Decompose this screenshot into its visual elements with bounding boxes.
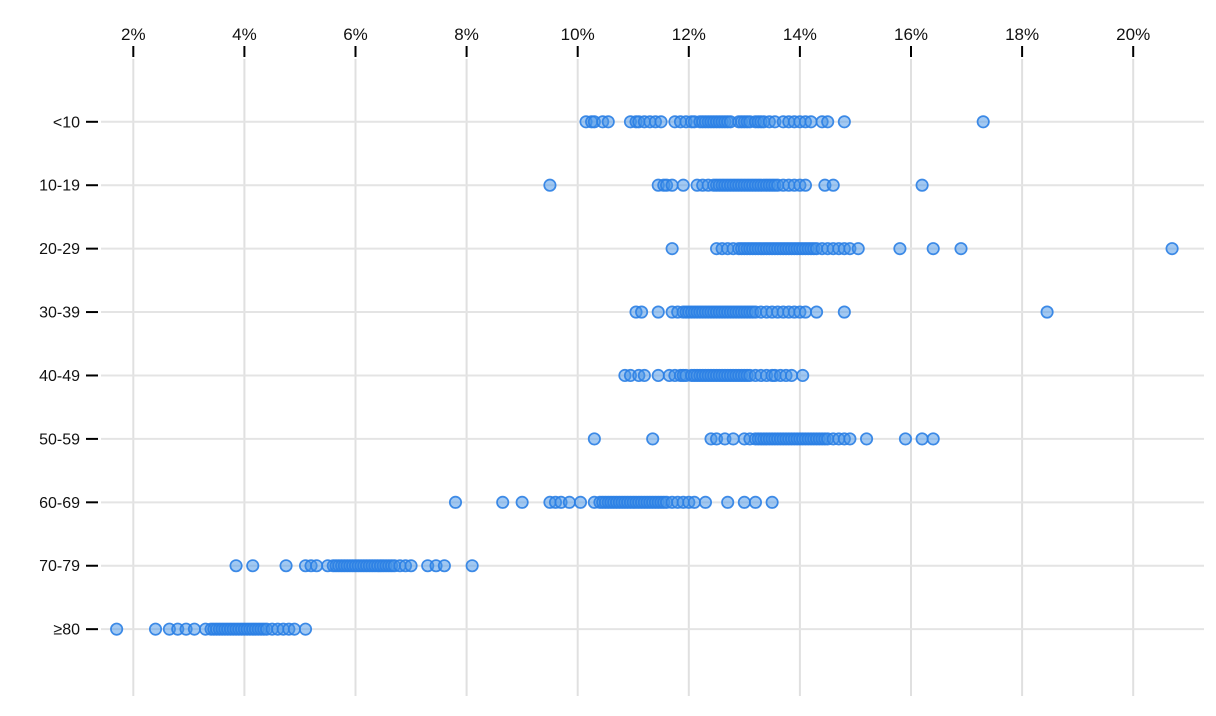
x-tick-label: 6% bbox=[343, 25, 368, 44]
data-point bbox=[1165, 242, 1179, 256]
data-point bbox=[515, 495, 529, 509]
y-category-label: 60-69 bbox=[39, 495, 80, 512]
data-point bbox=[665, 178, 679, 192]
data-point bbox=[635, 305, 649, 319]
y-category-label: 50-59 bbox=[39, 431, 80, 448]
x-tick-label: 16% bbox=[894, 25, 928, 44]
data-point bbox=[915, 178, 929, 192]
data-point bbox=[796, 368, 810, 383]
data-point bbox=[279, 559, 293, 573]
data-point bbox=[837, 115, 851, 129]
data-point bbox=[110, 622, 124, 636]
x-tick-label: 2% bbox=[121, 25, 146, 44]
data-point bbox=[810, 305, 824, 319]
data-point bbox=[310, 559, 324, 573]
y-category-label: 30-39 bbox=[39, 305, 80, 322]
data-point bbox=[646, 432, 660, 446]
y-category-label: 10-19 bbox=[39, 178, 80, 195]
data-point bbox=[737, 495, 751, 509]
data-point bbox=[298, 622, 313, 636]
y-category-label: 20-29 bbox=[39, 241, 80, 258]
x-tick-label: 8% bbox=[454, 25, 479, 44]
data-point bbox=[287, 622, 301, 636]
data-points bbox=[110, 115, 1179, 636]
data-point bbox=[798, 178, 813, 192]
x-tick-label: 20% bbox=[1116, 25, 1150, 44]
data-point bbox=[187, 622, 201, 636]
x-tick-label: 10% bbox=[561, 25, 595, 44]
data-point bbox=[898, 432, 912, 446]
y-category-label: <10 bbox=[53, 114, 80, 131]
data-point bbox=[785, 368, 799, 383]
data-point bbox=[843, 432, 857, 446]
data-point bbox=[496, 495, 510, 509]
data-point bbox=[804, 115, 818, 129]
data-point bbox=[926, 242, 940, 256]
x-tick-label: 18% bbox=[1005, 25, 1039, 44]
y-category-label: 70-79 bbox=[39, 558, 80, 575]
data-point bbox=[821, 115, 835, 129]
data-point bbox=[651, 368, 665, 383]
data-point bbox=[465, 559, 479, 573]
data-point bbox=[654, 115, 668, 129]
data-point bbox=[748, 495, 763, 509]
data-point bbox=[587, 432, 601, 446]
data-point bbox=[404, 559, 418, 573]
data-point bbox=[765, 495, 779, 509]
data-point bbox=[926, 432, 940, 446]
data-point bbox=[721, 495, 735, 509]
data-point bbox=[851, 242, 865, 256]
y-category-label: ≥80 bbox=[53, 622, 80, 639]
data-point bbox=[651, 305, 665, 319]
data-point bbox=[246, 559, 260, 573]
data-point bbox=[637, 368, 651, 383]
data-point bbox=[448, 495, 463, 509]
x-tick-label: 4% bbox=[232, 25, 257, 44]
data-point bbox=[826, 178, 840, 192]
data-point bbox=[543, 178, 557, 192]
data-point bbox=[954, 242, 968, 256]
data-point bbox=[1040, 305, 1054, 319]
data-point bbox=[687, 495, 701, 509]
data-point bbox=[915, 432, 929, 446]
data-point bbox=[229, 559, 243, 573]
data-point bbox=[726, 432, 740, 446]
data-point bbox=[562, 495, 576, 509]
data-point bbox=[601, 115, 615, 129]
data-point bbox=[837, 305, 851, 319]
data-point bbox=[798, 305, 813, 319]
data-point bbox=[665, 242, 679, 256]
x-tick-label: 12% bbox=[672, 25, 706, 44]
data-point bbox=[860, 432, 874, 446]
data-point bbox=[893, 242, 907, 256]
data-point bbox=[437, 559, 451, 573]
y-category-label: 40-49 bbox=[39, 368, 80, 385]
data-point bbox=[676, 178, 690, 192]
x-tick-label: 14% bbox=[783, 25, 817, 44]
data-point bbox=[698, 495, 713, 509]
data-point bbox=[976, 115, 990, 129]
data-point bbox=[148, 622, 163, 636]
data-point bbox=[573, 495, 588, 509]
